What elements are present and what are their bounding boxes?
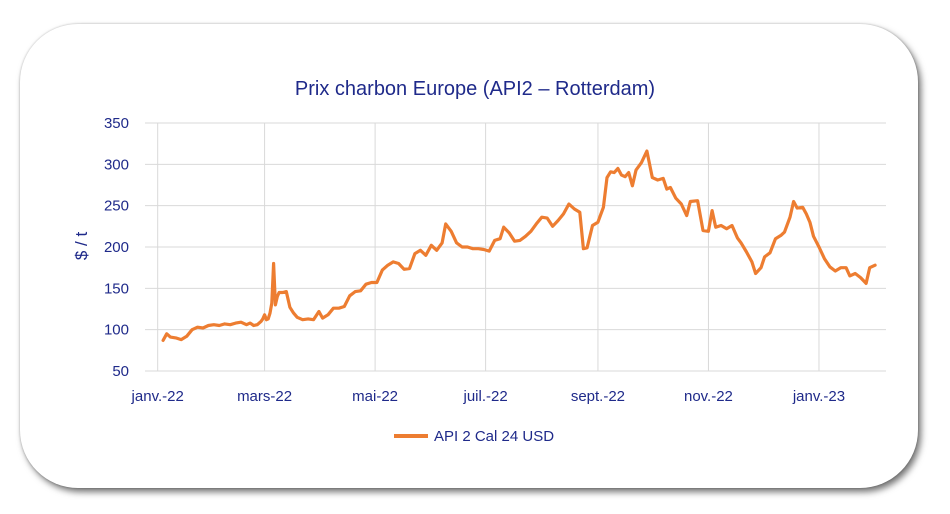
chart-title: Prix charbon Europe (API2 – Rotterdam) xyxy=(295,78,655,100)
x-tick-label: mai-22 xyxy=(352,388,398,405)
y-tick-label: 100 xyxy=(104,322,129,339)
y-axis-label: $ / t xyxy=(72,232,91,261)
x-tick-label: mars-22 xyxy=(237,388,292,405)
legend-label: API 2 Cal 24 USD xyxy=(434,428,554,445)
y-tick-label: 300 xyxy=(104,156,129,173)
gridlines xyxy=(145,122,886,372)
x-tick-label: janv.-22 xyxy=(131,388,184,405)
y-tick-label: 200 xyxy=(104,239,129,256)
x-tick-label: juil.-22 xyxy=(463,388,508,405)
series-line-0 xyxy=(161,149,877,342)
x-axis-ticks: janv.-22 mars-22 mai-22 juil.-22 sept.-22 nov… xyxy=(131,388,846,405)
x-tick-label: janv.-23 xyxy=(792,388,845,405)
x-tick-label: nov.-22 xyxy=(684,388,733,405)
y-tick-label: 150 xyxy=(104,280,129,297)
y-tick-label: 50 xyxy=(112,363,129,380)
y-tick-label: 250 xyxy=(104,198,129,215)
x-tick-label: sept.-22 xyxy=(571,388,625,405)
series-layer xyxy=(161,149,877,342)
y-tick-label: 350 xyxy=(104,115,129,132)
y-axis-ticks: 50 100 150 200 250 300 350 xyxy=(104,115,129,380)
legend: API 2 Cal 24 USD xyxy=(394,428,554,445)
